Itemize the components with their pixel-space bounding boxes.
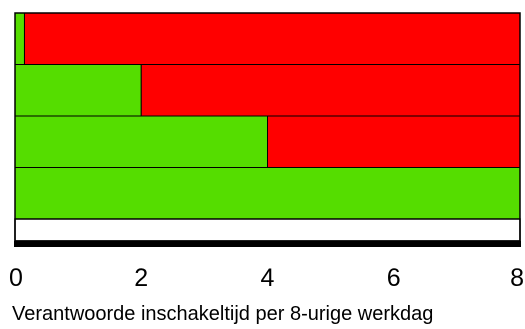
x-tick-label-2: 2 bbox=[134, 264, 148, 292]
bar-red-row-3 bbox=[267, 115, 521, 168]
x-tick-label-4: 4 bbox=[261, 264, 275, 292]
x-tick-label-8: 8 bbox=[510, 264, 524, 292]
x-axis-title: Verantwoorde inschakeltijd per 8-urige w… bbox=[12, 303, 433, 325]
bar-green-row-2 bbox=[14, 64, 142, 117]
x-tick-labels: 0 2 4 6 8 bbox=[9, 264, 524, 292]
bar-red-row-2 bbox=[140, 64, 521, 117]
bars-group bbox=[14, 12, 521, 220]
bar-green-row-4 bbox=[14, 167, 521, 220]
empty-baseline-bar bbox=[14, 218, 521, 242]
bar-green-row-3 bbox=[14, 115, 268, 168]
bar-green-row-1 bbox=[14, 12, 25, 65]
bar-red-row-1 bbox=[23, 12, 521, 65]
x-tick-label-6: 6 bbox=[387, 264, 401, 292]
x-tick-label-0: 0 bbox=[9, 264, 23, 292]
